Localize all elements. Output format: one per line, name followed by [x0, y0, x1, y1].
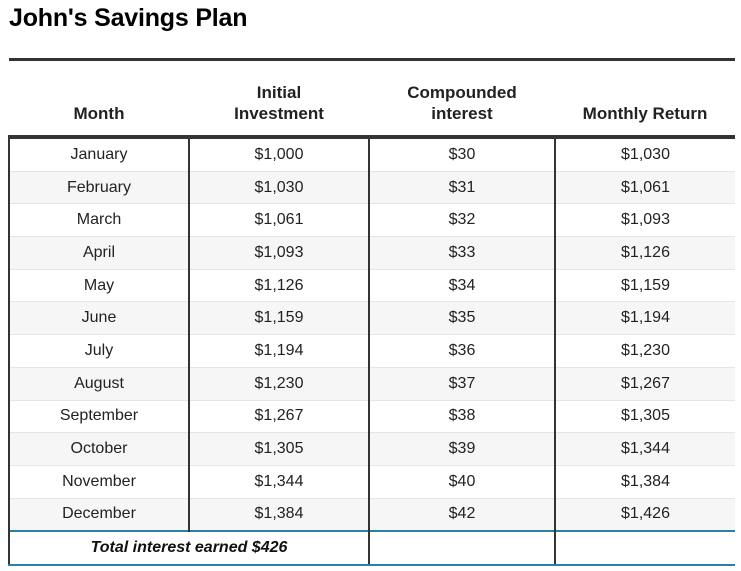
footer-empty-cell — [368, 530, 556, 567]
cell-month: March — [8, 203, 190, 238]
cell-initial-investment: $1,000 — [189, 137, 370, 172]
table-row: June $1,159 $35 $1,194 — [8, 301, 735, 336]
cell-month: October — [8, 432, 190, 466]
cell-monthly-return: $1,230 — [555, 334, 735, 368]
cell-compounded-interest: $37 — [369, 367, 556, 401]
cell-monthly-return: $1,093 — [555, 203, 735, 238]
cell-monthly-return: $1,426 — [555, 498, 735, 532]
footer-empty-cell — [555, 530, 735, 567]
header-row: Month Initial Investment Compounded inte… — [9, 59, 735, 139]
cell-month: July — [8, 334, 190, 368]
cell-monthly-return: $1,344 — [555, 432, 735, 466]
cell-compounded-interest: $32 — [369, 203, 556, 238]
cell-month: September — [8, 400, 190, 434]
cell-initial-investment: $1,384 — [189, 498, 370, 532]
cell-compounded-interest: $35 — [369, 301, 556, 336]
cell-monthly-return: $1,384 — [555, 465, 735, 499]
table-row: March $1,061 $32 $1,093 — [8, 203, 735, 238]
cell-compounded-interest: $30 — [369, 137, 556, 172]
table-row: August $1,230 $37 $1,267 — [8, 367, 735, 401]
cell-month: January — [8, 137, 190, 172]
table-row: December $1,384 $42 $1,426 — [8, 498, 735, 532]
cell-compounded-interest: $36 — [369, 334, 556, 368]
header-compounded-interest: Compounded interest — [369, 59, 555, 139]
cell-month: June — [8, 301, 190, 336]
cell-monthly-return: $1,030 — [555, 137, 735, 172]
table-row: July $1,194 $36 $1,230 — [8, 334, 735, 368]
total-interest-cell: Total interest earned $426 — [8, 530, 369, 567]
table-row: May $1,126 $34 $1,159 — [8, 269, 735, 303]
cell-initial-investment: $1,194 — [189, 334, 370, 368]
cell-monthly-return: $1,267 — [555, 367, 735, 401]
cell-initial-investment: $1,267 — [189, 400, 370, 434]
header-month: Month — [9, 59, 189, 139]
header-initial-investment: Initial Investment — [189, 59, 369, 139]
cell-month: February — [8, 171, 190, 205]
cell-compounded-interest: $38 — [369, 400, 556, 434]
table-row: April $1,093 $33 $1,126 — [8, 236, 735, 270]
savings-table-container: Month Initial Investment Compounded inte… — [8, 58, 735, 567]
table-row: February $1,030 $31 $1,061 — [8, 171, 735, 205]
cell-month: May — [8, 269, 190, 303]
page-title: John's Savings Plan — [9, 4, 248, 32]
cell-initial-investment: $1,061 — [189, 203, 370, 238]
table-row: January $1,000 $30 $1,030 — [8, 137, 735, 172]
table-row: September $1,267 $38 $1,305 — [8, 400, 735, 434]
table-row: October $1,305 $39 $1,344 — [8, 432, 735, 466]
cell-initial-investment: $1,230 — [189, 367, 370, 401]
cell-initial-investment: $1,305 — [189, 432, 370, 466]
cell-compounded-interest: $33 — [369, 236, 556, 270]
cell-compounded-interest: $34 — [369, 269, 556, 303]
cell-monthly-return: $1,159 — [555, 269, 735, 303]
cell-month: December — [8, 498, 190, 532]
cell-initial-investment: $1,093 — [189, 236, 370, 270]
header-initial-investment-text: Initial Investment — [234, 83, 324, 123]
cell-month: April — [8, 236, 190, 270]
cell-compounded-interest: $31 — [369, 171, 556, 205]
cell-month: August — [8, 367, 190, 401]
header-monthly-return: Monthly Return — [555, 59, 735, 139]
footer-row: Total interest earned $426 — [8, 530, 735, 567]
header-compounded-interest-text: Compounded interest — [407, 83, 517, 123]
cell-monthly-return: $1,126 — [555, 236, 735, 270]
cell-month: November — [8, 465, 190, 499]
cell-initial-investment: $1,030 — [189, 171, 370, 205]
cell-compounded-interest: $39 — [369, 432, 556, 466]
cell-compounded-interest: $42 — [369, 498, 556, 532]
cell-initial-investment: $1,344 — [189, 465, 370, 499]
cell-monthly-return: $1,305 — [555, 400, 735, 434]
savings-table: Month Initial Investment Compounded inte… — [8, 58, 735, 567]
table-row: November $1,344 $40 $1,384 — [8, 465, 735, 499]
cell-compounded-interest: $40 — [369, 465, 556, 499]
cell-monthly-return: $1,194 — [555, 301, 735, 336]
table-body: January $1,000 $30 $1,030 February $1,030 $31 $… — [8, 137, 735, 532]
cell-initial-investment: $1,159 — [189, 301, 370, 336]
cell-monthly-return: $1,061 — [555, 171, 735, 205]
cell-initial-investment: $1,126 — [189, 269, 370, 303]
